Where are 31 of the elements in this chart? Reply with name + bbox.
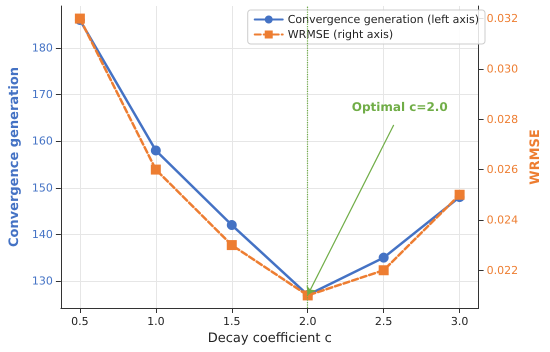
x-tick-label: 0.5 [71, 315, 89, 328]
y2-tick-label: 0.032 [486, 12, 518, 26]
y2-tick-label: 0.030 [486, 62, 518, 76]
y-tick-label: 170 [32, 88, 53, 102]
y2-tick-label: 0.028 [486, 112, 518, 126]
y2-tick-label: 0.024 [486, 213, 518, 226]
y-tick-label: 160 [32, 134, 53, 148]
point [150, 145, 161, 156]
point [226, 240, 237, 250]
y2-tick-label: 0.026 [486, 163, 518, 176]
x-tick-label: 2.5 [374, 315, 392, 328]
y2-axis-title: WRMSE [528, 129, 543, 185]
point [454, 190, 465, 200]
y2-tick-label: 0.022 [486, 264, 518, 277]
point [226, 220, 237, 230]
y-tick-label: 150 [32, 181, 53, 194]
annotation: Optimal c=2.0 [352, 100, 448, 114]
x-tick-label: 2.0 [298, 315, 316, 328]
x-tick-label: 3.0 [450, 315, 468, 328]
y-axis-title: Convergence generation [7, 66, 22, 248]
legend-label: WRMSE (right axis) [288, 28, 394, 41]
point [150, 164, 161, 175]
point [378, 265, 389, 276]
y-tick-label: 180 [32, 41, 53, 54]
x-tick-label: 1.0 [147, 315, 165, 328]
point [378, 252, 389, 263]
legend-label: Convergence generation (left axis) [288, 13, 480, 26]
y-tick-label: 140 [32, 228, 53, 241]
x-axis-title: Decay coefficient c [208, 331, 332, 346]
y-tick-label: 130 [32, 274, 53, 288]
x-tick-label: 1.5 [223, 315, 241, 328]
